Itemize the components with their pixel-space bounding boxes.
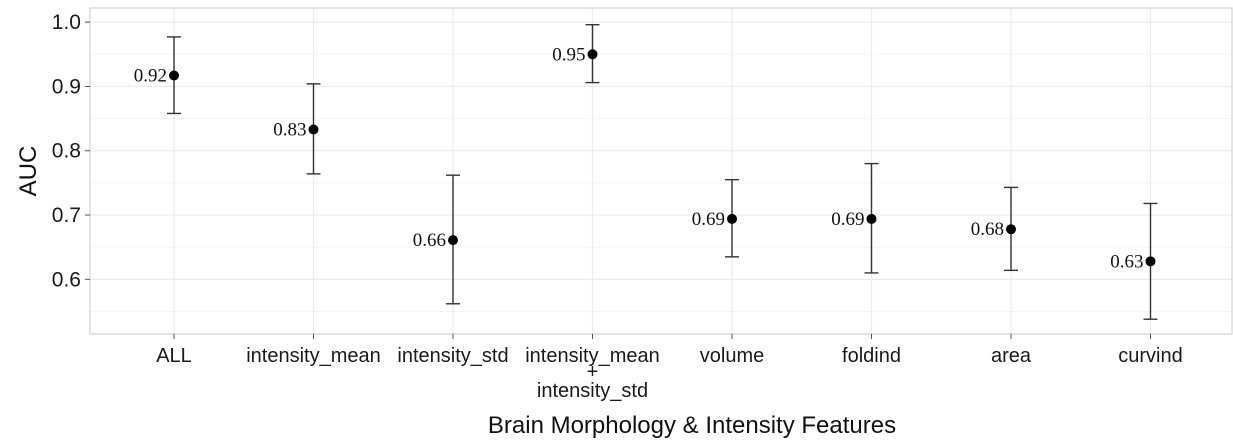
x-tick-label: foldind xyxy=(842,345,901,367)
y-tick-label: 0.8 xyxy=(52,140,81,163)
y-axis-title: AUC xyxy=(15,146,42,197)
x-tick-label: intensity_mean + intensity_std xyxy=(525,345,660,402)
data-label: 0.95 xyxy=(552,44,585,65)
data-point xyxy=(727,213,737,224)
data-label: 0.83 xyxy=(273,120,306,141)
x-tick-label-line: intensity_std xyxy=(537,380,648,402)
x-tick-label-line: intensity_mean xyxy=(246,345,381,367)
data-label: 0.92 xyxy=(134,66,167,87)
plot-panel xyxy=(90,8,1232,334)
y-tick-label: 0.6 xyxy=(52,268,81,291)
x-tick-label-line: area xyxy=(991,345,1032,367)
x-tick-label: intensity_mean xyxy=(246,345,381,367)
data-label: 0.63 xyxy=(1110,251,1143,272)
x-axis-title: Brain Morphology & Intensity Features xyxy=(488,412,896,439)
x-tick-label-line: curvind xyxy=(1118,345,1182,367)
x-tick-label: ALL xyxy=(156,345,192,367)
x-tick-label-line: intensity_std xyxy=(397,345,508,367)
data-label: 0.68 xyxy=(971,219,1004,240)
x-tick-label-line: + xyxy=(587,361,599,383)
x-tick-label: intensity_std xyxy=(397,345,508,367)
x-tick-label: volume xyxy=(700,345,764,367)
data-point xyxy=(1006,224,1016,235)
data-label: 0.66 xyxy=(413,230,446,251)
data-label: 0.69 xyxy=(831,209,864,230)
data-label: 0.69 xyxy=(692,209,725,230)
x-tick-label-line: foldind xyxy=(842,345,901,367)
panel-border xyxy=(89,7,1233,335)
data-point xyxy=(169,70,179,81)
data-point xyxy=(308,124,319,135)
data-point xyxy=(587,49,598,60)
x-tick-label-line: intensity_mean xyxy=(525,345,660,367)
x-tick-label: curvind xyxy=(1118,345,1182,367)
y-tick-label: 0.9 xyxy=(52,75,81,98)
y-tick-label: 1.0 xyxy=(52,11,81,34)
x-tick-label-line: ALL xyxy=(156,345,192,367)
data-point xyxy=(448,235,458,246)
data-point xyxy=(1145,256,1156,267)
data-point xyxy=(866,213,877,224)
y-tick-label: 0.7 xyxy=(52,204,81,227)
x-tick-label: area xyxy=(991,345,1032,367)
x-tick-label-line: volume xyxy=(700,345,764,367)
